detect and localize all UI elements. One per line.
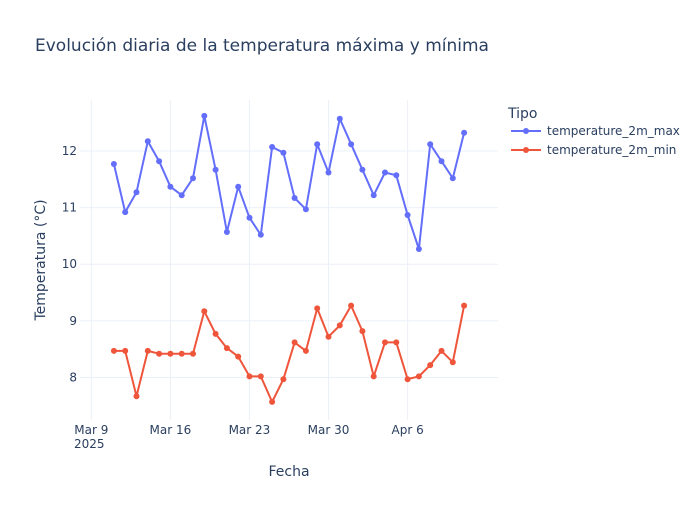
x-tick-sublabel: 2025 xyxy=(74,437,105,451)
data-point xyxy=(167,350,174,357)
data-point xyxy=(415,246,422,252)
x-tick-label: Mar 9 xyxy=(74,423,108,437)
data-point xyxy=(235,353,242,360)
x-tick-label: Mar 16 xyxy=(150,423,192,437)
data-point xyxy=(461,302,468,309)
y-axis-ticks: 8 9 10 11 12 xyxy=(62,144,77,385)
y-tick-label: 9 xyxy=(69,314,77,328)
data-point xyxy=(325,333,332,340)
data-point xyxy=(461,129,468,136)
data-point xyxy=(257,231,264,238)
legend: Tipo temperature_2m_max temperature_2m_mi… xyxy=(507,106,680,157)
data-point xyxy=(223,229,230,235)
y-axis-title: Temperatura (°C) xyxy=(33,199,49,321)
data-point xyxy=(201,308,208,315)
data-point xyxy=(201,112,208,119)
data-point xyxy=(190,350,196,357)
data-point xyxy=(404,212,411,218)
data-point xyxy=(370,192,377,199)
data-point xyxy=(291,339,298,346)
data-point xyxy=(336,322,343,329)
data-point xyxy=(178,350,185,357)
data-point xyxy=(382,169,388,176)
data-point xyxy=(393,172,400,179)
data-point xyxy=(348,302,355,309)
y-tick-label: 11 xyxy=(62,201,77,215)
data-point xyxy=(302,347,309,354)
data-point xyxy=(359,328,366,335)
data-point xyxy=(156,350,163,357)
data-point xyxy=(257,373,264,380)
legend-swatch-marker xyxy=(523,147,529,153)
series xyxy=(110,112,468,405)
data-point xyxy=(246,214,253,221)
data-point xyxy=(212,330,219,337)
data-point xyxy=(302,206,309,213)
series-temperature_2m_min xyxy=(110,302,468,405)
data-point xyxy=(269,144,276,150)
chart-title: Evolución diaria de la temperatura máxim… xyxy=(35,36,489,56)
data-point xyxy=(427,141,434,148)
y-tick-label: 8 xyxy=(69,371,77,385)
data-point xyxy=(110,161,117,167)
data-point xyxy=(133,393,140,400)
data-point xyxy=(336,115,343,122)
data-point xyxy=(235,183,242,190)
data-point xyxy=(393,339,400,346)
x-axis-title: Fecha xyxy=(268,464,309,480)
data-point xyxy=(110,347,117,354)
x-tick-label: Apr 6 xyxy=(392,423,424,437)
data-point xyxy=(280,149,287,156)
data-point xyxy=(438,347,445,354)
data-point xyxy=(269,398,276,405)
data-point xyxy=(415,373,422,380)
data-point xyxy=(156,158,163,165)
data-point xyxy=(370,373,377,380)
data-point xyxy=(246,373,253,380)
series-temperature_2m_max xyxy=(110,112,468,252)
legend-label: temperature_2m_max xyxy=(547,124,680,138)
legend-title: Tipo xyxy=(507,106,537,122)
data-point xyxy=(133,189,140,196)
x-tick-label: Mar 30 xyxy=(308,423,350,437)
data-point xyxy=(167,183,174,190)
data-point xyxy=(280,376,287,383)
data-point xyxy=(314,141,321,148)
series-line xyxy=(112,114,466,250)
legend-swatch-marker xyxy=(523,128,529,134)
legend-item: temperature_2m_min xyxy=(511,143,676,157)
x-tick-label: Mar 23 xyxy=(229,423,271,437)
grid xyxy=(80,100,498,420)
y-tick-label: 10 xyxy=(62,257,77,271)
data-point xyxy=(359,166,366,173)
data-point xyxy=(190,175,196,182)
data-point xyxy=(449,359,456,366)
data-point xyxy=(449,175,456,182)
data-point xyxy=(212,166,219,173)
data-point xyxy=(122,347,129,354)
data-point xyxy=(178,192,185,199)
data-point xyxy=(122,209,129,216)
data-point xyxy=(382,339,388,346)
data-point xyxy=(291,195,298,201)
data-point xyxy=(438,158,445,165)
data-point xyxy=(404,376,411,383)
series-line xyxy=(113,304,466,403)
legend-label: temperature_2m_min xyxy=(547,143,676,157)
data-point xyxy=(144,138,151,145)
legend-item: temperature_2m_max xyxy=(511,124,680,138)
data-point xyxy=(314,305,321,312)
data-point xyxy=(325,169,332,176)
data-point xyxy=(144,347,151,354)
data-point xyxy=(427,362,434,369)
data-point xyxy=(223,345,230,352)
y-tick-label: 12 xyxy=(62,144,77,158)
data-point xyxy=(348,141,355,148)
legend-items: temperature_2m_max temperature_2m_min xyxy=(511,124,680,157)
